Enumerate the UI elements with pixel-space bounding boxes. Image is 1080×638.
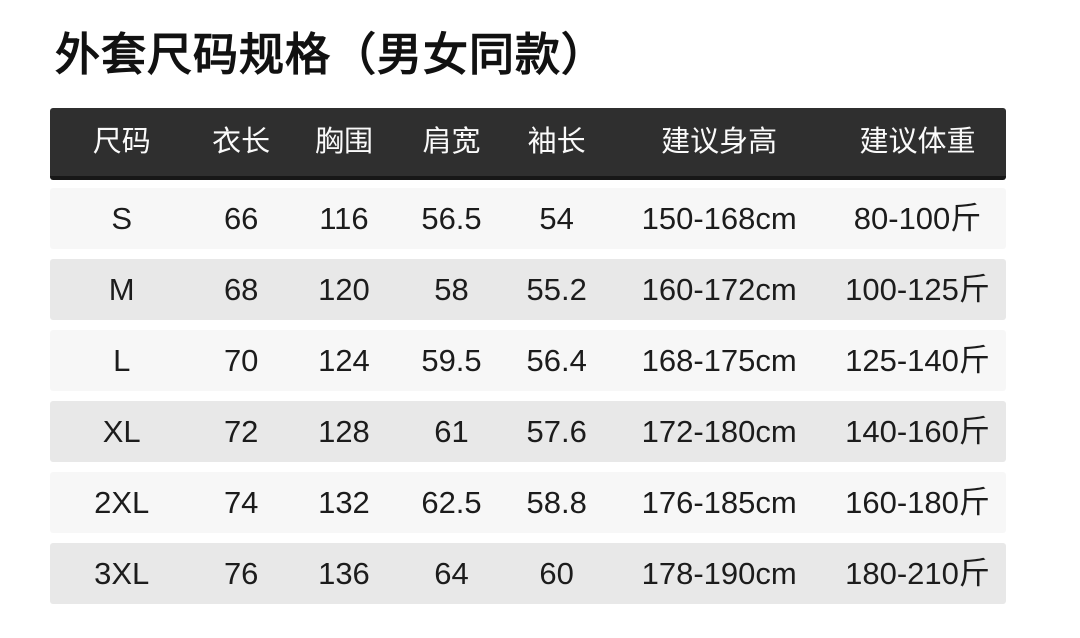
value-cell: 56.5: [421, 201, 482, 236]
value-cell: 160-172cm: [641, 272, 797, 307]
value-cell: 150-168cm: [641, 201, 797, 236]
header-cell-3: 肩宽: [422, 125, 481, 158]
value-cell: 66: [223, 201, 259, 236]
value-cell: 54: [539, 201, 574, 236]
header-cell-0: 尺码: [92, 125, 151, 158]
value-cell: 55.2: [526, 272, 587, 307]
value-cell: 128: [318, 414, 370, 449]
value-cell: 172-180cm: [641, 414, 797, 449]
table-row-S: S 66 116 56.5 54 150-168cm 80-100斤: [50, 188, 1006, 249]
value-cell: 160-180斤: [845, 485, 990, 520]
table-body: S 66 116 56.5 54 150-168cm 80-100斤 M 68 120 58 55.2…: [50, 188, 1006, 604]
header-cell-5: 建议身高: [661, 125, 778, 158]
value-cell: 176-185cm: [641, 485, 797, 520]
value-cell: 70: [223, 343, 259, 378]
size-cell: 3XL: [94, 556, 150, 591]
value-cell: 64: [434, 556, 469, 591]
header-cell-4: 袖长: [527, 125, 586, 158]
size-cell: 2XL: [94, 485, 150, 520]
value-cell: 124: [318, 343, 370, 378]
header-cell-2: 胸围: [314, 125, 373, 158]
header-cell-6: 建议体重: [859, 125, 976, 158]
value-cell: 58: [434, 272, 469, 307]
size-cell: S: [111, 201, 133, 236]
header-cell-1: 衣长: [212, 125, 271, 158]
value-cell: 120: [318, 272, 370, 307]
value-cell: 136: [318, 556, 370, 591]
value-cell: 57.6: [526, 414, 587, 449]
value-cell: 58.8: [526, 485, 587, 520]
value-cell: 125-140斤: [845, 343, 990, 378]
size-table: 尺码 衣长 胸围 肩宽 袖长 建议身高 建议体重 S 66 116 56.5 54 150-168cm…: [50, 108, 1006, 604]
value-cell: 132: [318, 485, 370, 520]
size-cell: XL: [102, 414, 141, 449]
value-cell: 68: [223, 272, 259, 307]
table-row-L: L 70 124 59.5 56.4 168-175cm 125-140斤: [50, 330, 1006, 391]
value-cell: 100-125斤: [845, 272, 990, 307]
table-row-3XL: 3XL 76 136 64 60 178-190cm 180-210斤: [50, 543, 1006, 604]
table-row-XL: XL 72 128 61 57.6 172-180cm 140-160斤: [50, 401, 1006, 462]
table-row-M: M 68 120 58 55.2 160-172cm 100-125斤: [50, 259, 1006, 320]
value-cell: 60: [539, 556, 574, 591]
page-title: 外套尺码规格（男女同款）: [55, 29, 608, 80]
size-cell: M: [108, 272, 135, 307]
value-cell: 76: [223, 556, 259, 591]
value-cell: 116: [319, 201, 369, 236]
value-cell: 74: [223, 485, 259, 520]
table-header-row: 尺码 衣长 胸围 肩宽 袖长 建议身高 建议体重: [50, 108, 1006, 180]
value-cell: 140-160斤: [845, 414, 990, 449]
value-cell: 80-100斤: [853, 201, 982, 236]
value-cell: 180-210斤: [845, 556, 990, 591]
value-cell: 62.5: [421, 485, 482, 520]
value-cell: 72: [223, 414, 259, 449]
table-row-2XL: 2XL 74 132 62.5 58.8 176-185cm 160-180斤: [50, 472, 1006, 533]
size-cell: L: [113, 343, 131, 378]
value-cell: 168-175cm: [641, 343, 797, 378]
value-cell: 61: [434, 414, 469, 449]
value-cell: 59.5: [421, 343, 482, 378]
value-cell: 178-190cm: [641, 556, 797, 591]
value-cell: 56.4: [526, 343, 587, 378]
